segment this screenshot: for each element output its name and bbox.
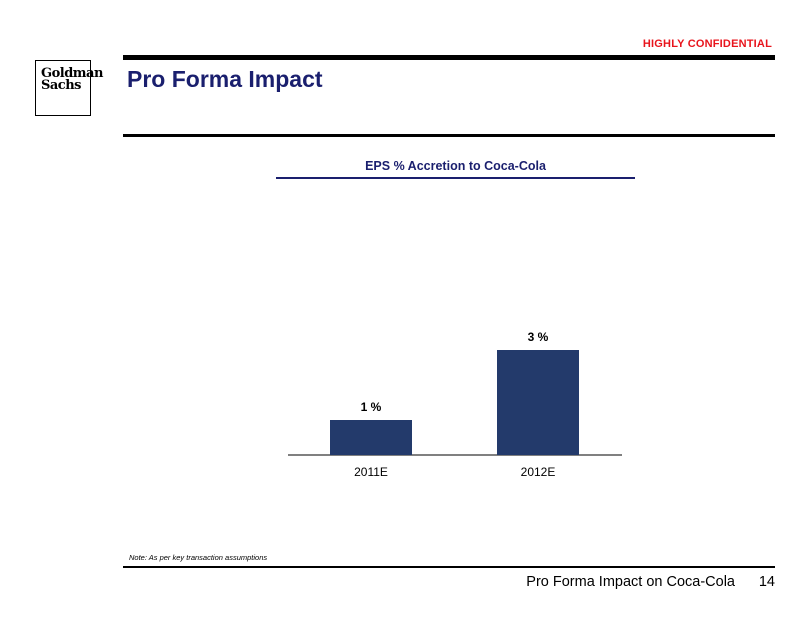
bottom-divider (123, 566, 775, 568)
bar-value-label-2012e: 3 % (528, 330, 549, 344)
x-tick-label-2012e: 2012E (521, 465, 556, 479)
footnote: Note: As per key transaction assumptions (129, 553, 268, 562)
bar-2011e (330, 420, 412, 455)
page-number: 14 (758, 574, 775, 590)
goldman-sachs-logo: Goldman Sachs (35, 60, 103, 116)
page-title: Pro Forma Impact (127, 66, 323, 92)
footer-section-label: Pro Forma Impact on Coca-Cola (526, 574, 735, 590)
confidential-label: HIGHLY CONFIDENTIAL (642, 38, 772, 50)
logo-line-2: Sachs (41, 78, 82, 93)
chart-title-underline (276, 177, 635, 179)
x-tick-label-2011e: 2011E (354, 465, 388, 479)
logo-line-1: Goldman (41, 66, 103, 81)
top-divider (123, 55, 775, 60)
bar-2012e (497, 350, 579, 455)
chart-title: EPS % Accretion to Coca-Cola (365, 159, 546, 173)
bar-value-label-2011e: 1 % (361, 400, 382, 414)
title-divider (123, 134, 775, 137)
